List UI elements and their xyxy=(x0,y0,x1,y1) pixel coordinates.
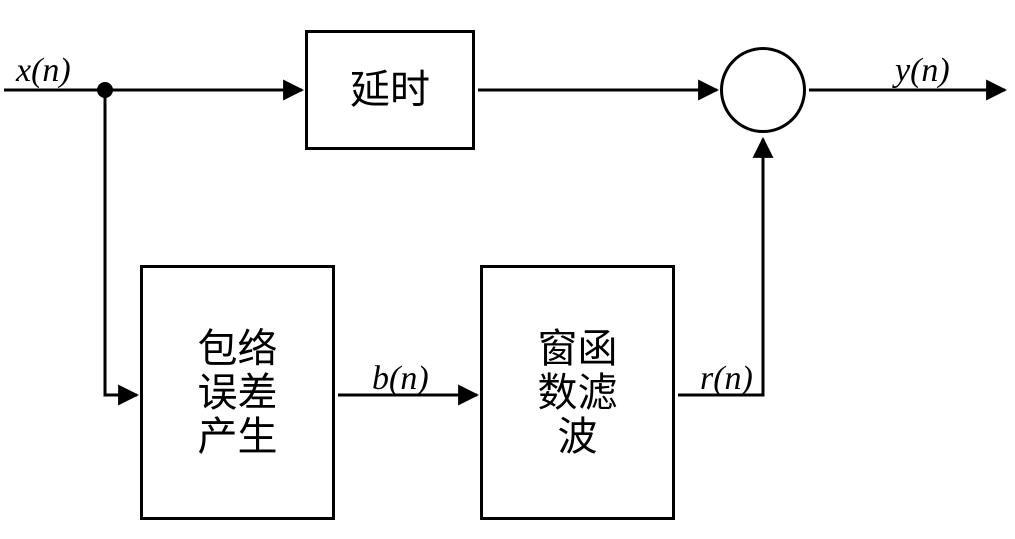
window-filter-block-label: 窗函 数滤 波 xyxy=(538,327,618,459)
edge-junction-to-env xyxy=(105,90,137,395)
window-filter-block: 窗函 数滤 波 xyxy=(480,265,675,520)
output-signal-label: y(n) xyxy=(895,52,950,90)
edge-win-to-mult xyxy=(678,139,763,395)
envelope-error-block: 包络 误差 产生 xyxy=(140,265,335,520)
input-signal-label: x(n) xyxy=(16,52,71,90)
r-signal-label: r(n) xyxy=(700,360,753,398)
diagram-canvas: 延时 包络 误差 产生 窗函 数滤 波 x(n) y(n) b(n) r(n) xyxy=(0,0,1015,539)
b-signal-label: b(n) xyxy=(372,360,429,398)
signal-junction-dot xyxy=(97,82,113,98)
delay-block-label: 延时 xyxy=(350,68,430,112)
envelope-error-block-label: 包络 误差 产生 xyxy=(198,327,278,459)
delay-block: 延时 xyxy=(305,30,475,150)
multiplier-node xyxy=(720,47,806,133)
